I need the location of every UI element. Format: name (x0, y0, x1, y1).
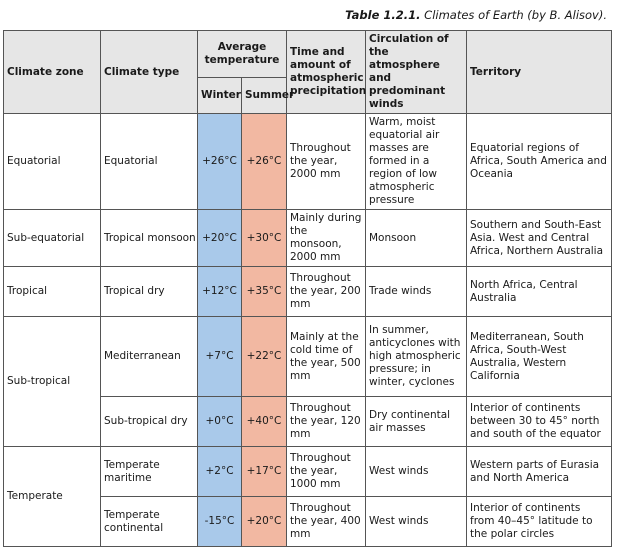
cell-circulation: Monsoon (365, 209, 467, 267)
cell-type: Tropical monsoon (100, 209, 198, 267)
caption-number: Table 1.2.1. (345, 8, 421, 22)
cell-summer-temp: +30°C (241, 209, 287, 267)
cell-circulation: In summer, anticyclones with high atmosp… (365, 316, 467, 397)
cell-winter-temp: +12°C (197, 266, 242, 317)
header-climate-type: Climate type (100, 30, 198, 114)
cell-winter-temp: +7°C (197, 316, 242, 397)
cell-circulation: Trade winds (365, 266, 467, 317)
cell-zone: Equatorial (3, 113, 101, 210)
table-row: Tropical Tropical dry +12°C +35°C Throug… (3, 266, 612, 317)
cell-territory: Western parts of Eurasia and North Ameri… (466, 446, 612, 497)
table-row: Sub-tropical dry +0°C +40°C Throughout t… (4, 396, 612, 447)
cell-summer-temp: +17°C (241, 446, 287, 497)
cell-zone: Temperate (3, 446, 101, 547)
cell-circulation: West winds (365, 446, 467, 497)
cell-summer-temp: +26°C (241, 113, 287, 210)
cell-circulation: West winds (365, 496, 467, 547)
cell-circulation: Dry continental air masses (365, 396, 467, 447)
cell-territory: Southern and South-East Asia. West and C… (466, 209, 612, 267)
cell-type: Mediterranean (100, 316, 198, 397)
cell-type: Sub-tropical dry (100, 396, 198, 447)
caption-title: Climates of Earth (by B. Alisov). (424, 8, 607, 22)
cell-type: Temperate continental (100, 496, 198, 547)
header-winter: Winter (197, 76, 242, 115)
cell-winter-temp: +2°C (197, 446, 242, 497)
cell-precipitation: Throughout the year, 120 mm (286, 396, 366, 447)
table-row: Equatorial Equatorial +26°C +26°C Throug… (3, 113, 612, 210)
cell-summer-temp: +35°C (241, 266, 287, 317)
cell-summer-temp: +20°C (241, 496, 287, 547)
cell-winter-temp: -15°C (197, 496, 242, 547)
header-territory: Territory (466, 30, 612, 114)
cell-precipitation: Mainly during the monsoon, 2000 mm (286, 209, 366, 267)
cell-territory: Equatorial regions of Africa, South Amer… (466, 113, 612, 210)
cell-winter-temp: +0°C (197, 396, 242, 447)
table-caption: Table 1.2.1. Climates of Earth (by B. Al… (345, 8, 607, 22)
cell-precipitation: Mainly at the cold time of the year, 500… (286, 316, 366, 397)
cell-precipitation: Throughout the year, 2000 mm (286, 113, 366, 210)
header-circulation: Circulation of the atmosphere and predom… (365, 30, 467, 114)
cell-zone: Sub-equatorial (3, 209, 101, 267)
climates-table: Climate zone Climate type Average temper… (3, 30, 612, 547)
header-average-temperature: Average temperature (197, 30, 287, 78)
cell-circulation: Warm, moist equatorial air masses are fo… (365, 113, 467, 210)
table-row: Temperate Temperate maritime +2°C +17°C … (3, 446, 612, 547)
table-row: Sub-equatorial Tropical monsoon +20°C +3… (3, 209, 612, 267)
cell-winter-temp: +20°C (197, 209, 242, 267)
cell-territory: North Africa, Central Australia (466, 266, 612, 317)
header-precipitation: Time and amount of atmospheric precipita… (286, 30, 366, 114)
header-summer: Summer (241, 76, 294, 115)
cell-territory: Interior of continents from 40–45° latit… (466, 496, 612, 547)
cell-zone: Sub-tropical (3, 316, 101, 447)
cell-territory: Mediterranean, South Africa, South-West … (466, 316, 612, 397)
cell-type: Temperate maritime (100, 446, 198, 497)
cell-winter-temp: +26°C (197, 113, 242, 210)
cell-precipitation: Throughout the year, 1000 mm (286, 446, 366, 497)
cell-territory: Interior of continents between 30 to 45°… (466, 396, 612, 447)
cell-precipitation: Throughout the year, 400 mm (286, 496, 366, 547)
header-climate-zone: Climate zone (3, 30, 101, 114)
cell-summer-temp: +22°C (241, 316, 287, 397)
cell-type: Tropical dry (100, 266, 198, 317)
cell-type: Equatorial (100, 113, 198, 210)
cell-precipitation: Throughout the year, 200 mm (286, 266, 366, 317)
cell-summer-temp: +40°C (241, 396, 287, 447)
cell-zone: Tropical (3, 266, 101, 317)
table-row: Sub-tropical Mediterranean +7°C +22°C Ma… (3, 316, 612, 447)
